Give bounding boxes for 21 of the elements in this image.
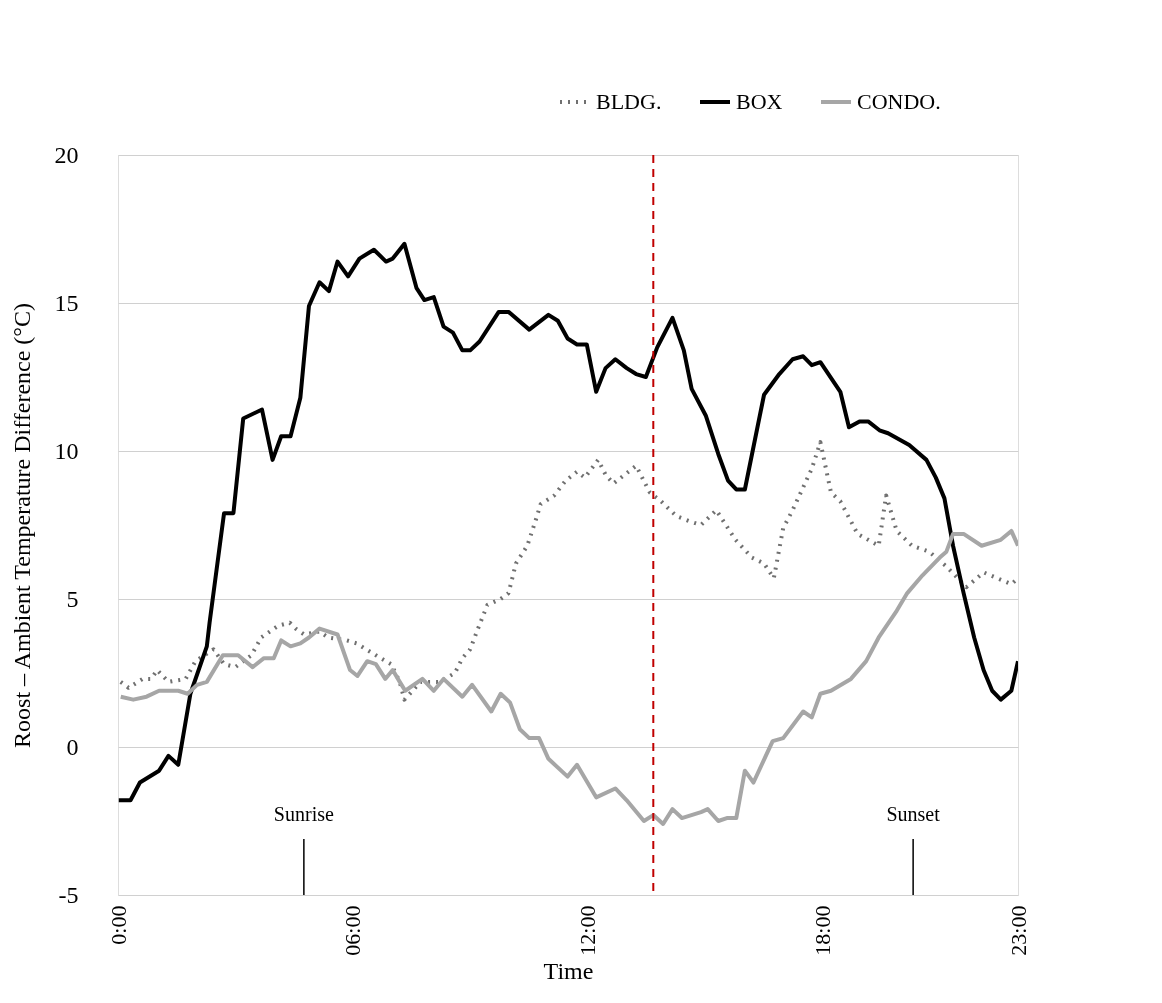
- y-tick-label: 15: [54, 289, 79, 316]
- legend-label: BLDG.: [596, 89, 662, 114]
- x-tick-label: 0:00: [105, 905, 131, 945]
- x-axis-title: Time: [543, 957, 594, 984]
- x-tick-label: 18:00: [809, 905, 835, 956]
- x-tick-label: 12:00: [575, 905, 601, 956]
- y-tick-label: -5: [58, 881, 79, 908]
- line-series: [118, 241, 1018, 803]
- line-series: [118, 528, 1018, 826]
- y-tick-label: 20: [54, 141, 79, 168]
- x-tick-label: 06:00: [340, 905, 366, 956]
- y-tick-label: 10: [54, 437, 79, 464]
- legend-label: CONDO.: [857, 89, 941, 114]
- annotation: Sunset: [886, 803, 941, 825]
- y-tick-label: 0: [66, 733, 79, 760]
- y-tick-label: 5: [66, 585, 79, 612]
- annotation: Sunrise: [273, 803, 334, 825]
- y-axis-title: Roost – Ambient Temperature Difference (°C): [8, 303, 35, 748]
- line-series: [118, 440, 1018, 702]
- legend-label: BOX: [736, 89, 783, 114]
- x-tick-label: 23:00: [1005, 905, 1031, 956]
